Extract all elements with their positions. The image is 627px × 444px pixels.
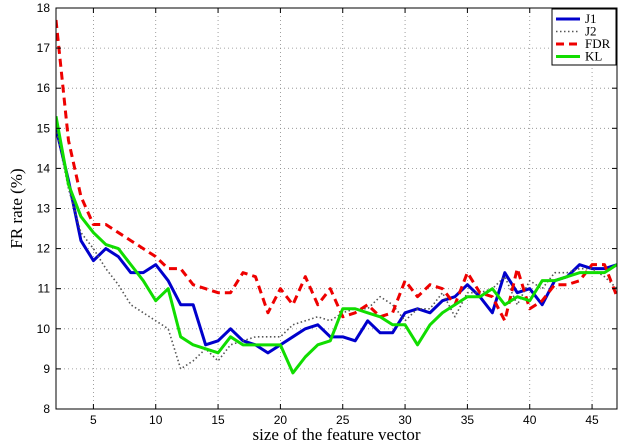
x-tick-label: 5 <box>90 413 97 427</box>
y-tick-label: 15 <box>37 121 51 135</box>
x-tick-label: 10 <box>149 413 163 427</box>
series-line-kl <box>56 116 617 375</box>
legend-label-j1: J1 <box>585 11 597 26</box>
y-tick-label: 13 <box>37 202 51 216</box>
y-tick-label: 14 <box>37 161 51 175</box>
x-tick-label: 20 <box>274 413 288 427</box>
x-tick-label: 15 <box>211 413 225 427</box>
series-lines <box>56 19 617 375</box>
series-line-j2 <box>56 128 617 370</box>
x-axis-label: size of the feature vector <box>252 425 420 444</box>
y-tick-label: 17 <box>37 41 51 55</box>
y-tick-label: 18 <box>37 1 51 15</box>
y-tick-label: 10 <box>37 322 51 336</box>
legend-label-fdr: FDR <box>585 36 611 51</box>
y-axis-label: FR rate (%) <box>7 168 26 248</box>
x-tick-label: 45 <box>585 413 599 427</box>
x-tick-label: 35 <box>461 413 475 427</box>
y-tick-label: 12 <box>37 242 51 256</box>
series-line-j1 <box>56 127 617 355</box>
legend-label-kl: KL <box>585 49 602 64</box>
axis-ticks: 5 10 15 20 25 30 35 40 45 8 9 10 11 12 13 14 15 16 17 18 <box>37 1 617 427</box>
x-tick-label: 40 <box>523 413 537 427</box>
y-tick-label: 9 <box>43 362 50 376</box>
x-tick-label: 30 <box>398 413 412 427</box>
legend-label-j2: J2 <box>585 24 597 39</box>
y-tick-label: 16 <box>37 81 51 95</box>
x-tick-label: 25 <box>336 413 350 427</box>
y-tick-label: 8 <box>43 402 50 416</box>
y-tick-label: 11 <box>38 282 51 296</box>
grid <box>56 7 617 410</box>
series-line-fdr <box>56 19 617 323</box>
